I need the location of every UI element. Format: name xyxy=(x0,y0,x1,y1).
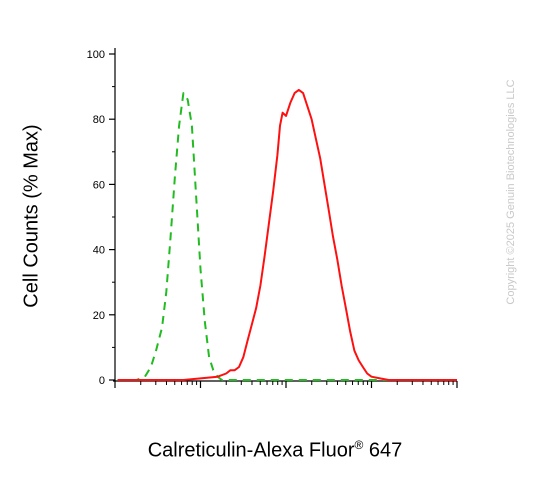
y-tick-label: 20 xyxy=(93,310,105,322)
y-tick-label: 80 xyxy=(93,114,105,126)
copyright-watermark: Copyright ©2025 Genuin Biotechnologies L… xyxy=(505,79,517,305)
x-axis-label: Calreticulin-Alexa Fluor® 647 xyxy=(148,438,403,463)
axes: 0 20 40 60 80 100 xyxy=(87,48,458,388)
y-tick-label: 100 xyxy=(87,49,105,61)
y-tick-label: 60 xyxy=(93,179,105,191)
sample-series-line xyxy=(117,88,457,381)
y-tick-label: 40 xyxy=(93,245,105,257)
y-axis-label: Cell Counts (% Max) xyxy=(20,124,43,308)
x-axis-label-suffix: 647 xyxy=(363,439,403,462)
x-axis-label-text: Calreticulin-Alexa Fluor xyxy=(147,439,355,462)
registered-mark: ® xyxy=(354,438,364,452)
y-tick-label: 0 xyxy=(99,375,105,387)
isotype-control-series-line xyxy=(117,92,457,381)
series-group xyxy=(117,88,457,381)
